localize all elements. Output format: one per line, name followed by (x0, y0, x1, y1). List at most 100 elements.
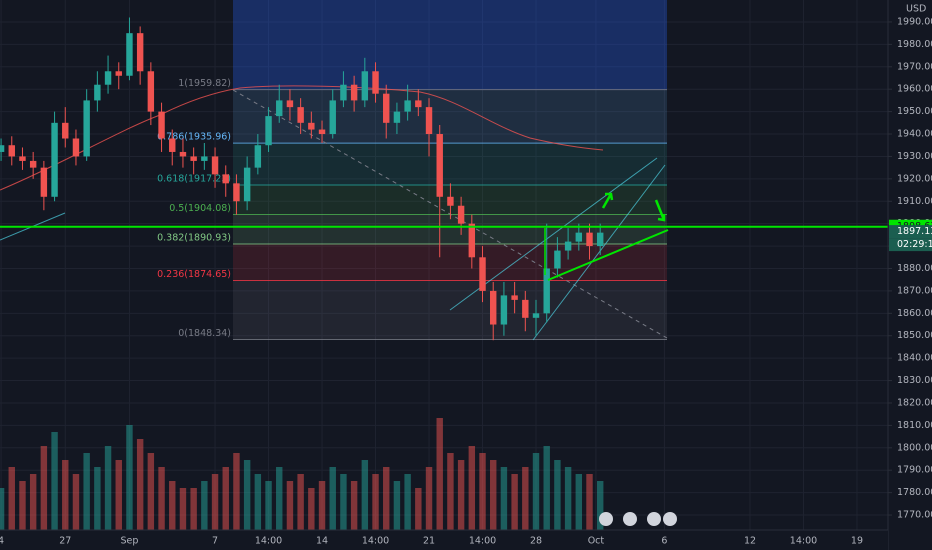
candle-body (511, 295, 518, 300)
x-tick-label: 19 (851, 536, 863, 547)
x-tick-label: 21 (423, 536, 435, 547)
x-tick-label: 7 (212, 536, 218, 547)
candle-body (415, 100, 422, 108)
currency: USD (906, 4, 926, 15)
candle-body (350, 84, 358, 101)
y-tick-label: 1980.00 (897, 39, 932, 50)
trendline (532, 164, 666, 341)
x-tick-label: 14:00 (362, 536, 389, 547)
y-tick-label: 1850.00 (897, 330, 932, 341)
y-tick-label: 1860.00 (897, 308, 932, 319)
time-axis (0, 530, 888, 550)
arrow-up (601, 192, 614, 209)
last-price-box (889, 225, 932, 239)
candle-body (8, 145, 15, 157)
candle-body (62, 122, 69, 139)
candle-body (136, 33, 144, 72)
volume-bar (490, 460, 497, 530)
fib-zone (233, 143, 667, 186)
y-tick-label: 1870.00 (897, 285, 932, 296)
candle-body (468, 223, 476, 258)
x-tick-label: Oct (588, 536, 605, 547)
volume-bar (126, 425, 133, 530)
volume-bar (564, 467, 572, 530)
volume-bar (62, 460, 69, 530)
candle-body (425, 107, 433, 135)
candle-body (436, 134, 443, 197)
candle-body (104, 71, 112, 85)
x-tick-label: 6 (661, 536, 667, 547)
volume-bar (265, 481, 272, 530)
candle-body (308, 122, 315, 130)
y-tick-label: 1920.00 (897, 173, 932, 184)
volume-bar (201, 481, 208, 530)
candle-body (522, 299, 529, 318)
volume-bar (468, 446, 476, 530)
x-tick-label: 14 (316, 536, 328, 547)
candle-body (222, 174, 229, 184)
y-tick-label: 1810.00 (897, 420, 932, 431)
candle-body (126, 33, 133, 76)
volume-bar (436, 418, 443, 530)
volume-bar (308, 488, 315, 530)
volume-bar (297, 474, 304, 530)
candle-body (276, 100, 283, 117)
fib-zones: 1(1959.82) 0.786(1935.96) 0.618(1917.23) 0.… (157, 0, 667, 340)
volume-bar (554, 460, 561, 530)
volume-bar (340, 474, 347, 530)
candle-body (479, 257, 486, 291)
volume-bar (222, 467, 229, 530)
volume-bar (329, 467, 336, 530)
candle-body (115, 71, 122, 76)
y-tick-label: 1910.00 (897, 196, 932, 207)
candle-body (72, 138, 80, 157)
candle-body (297, 107, 304, 123)
candle-body (596, 232, 604, 247)
y-tick-label: 1940.00 (897, 129, 932, 140)
candle-body (318, 129, 326, 135)
y-tick-label: 1840.00 (897, 353, 932, 364)
volume-bar (169, 481, 176, 530)
fib-label: 0.786(1935.96) (157, 132, 231, 143)
candle-body (447, 196, 454, 206)
volume-bar (83, 453, 90, 530)
candle-body (169, 138, 176, 152)
volume-bar (318, 481, 326, 530)
volume-bar (425, 467, 433, 530)
countdown-box (889, 238, 932, 252)
volume-bar (586, 474, 593, 530)
volume-bar (404, 474, 411, 530)
fib-label: 1(1959.82) (178, 78, 231, 89)
candle-body (457, 205, 465, 224)
volume-bar (190, 488, 197, 530)
volume-bar (511, 474, 518, 530)
volume-bar (286, 481, 294, 530)
candle-body (233, 183, 240, 202)
event-icon (647, 512, 661, 526)
candle-body (575, 232, 583, 242)
x-tick-label: 14:00 (790, 536, 817, 547)
fib-label: 0.236(1874.65) (157, 269, 231, 280)
axes: 1770.00 1780.00 1790.00 1800.00 1810.00 1820.… (0, 16, 932, 547)
candle-body (404, 100, 411, 112)
candle-body (94, 84, 101, 101)
volume-bar (276, 467, 283, 530)
y-tick-label: 1970.00 (897, 61, 932, 72)
candle-body (265, 116, 272, 146)
event-icon (623, 512, 637, 526)
candle-body (243, 167, 251, 202)
volume-bar (94, 467, 101, 530)
fib-label: 0.382(1890.93) (157, 233, 231, 244)
y-tick-label: 1780.00 (897, 487, 932, 498)
x-tick-label: 27 (59, 536, 71, 547)
volume-bar (447, 453, 454, 530)
candle-body (586, 232, 593, 247)
x-tick-label: 28 (530, 536, 542, 547)
event-icons (599, 512, 677, 526)
candle-body (361, 71, 369, 101)
volume-bar (522, 467, 529, 530)
volume-bar (383, 467, 390, 530)
volume-bar (254, 474, 262, 530)
